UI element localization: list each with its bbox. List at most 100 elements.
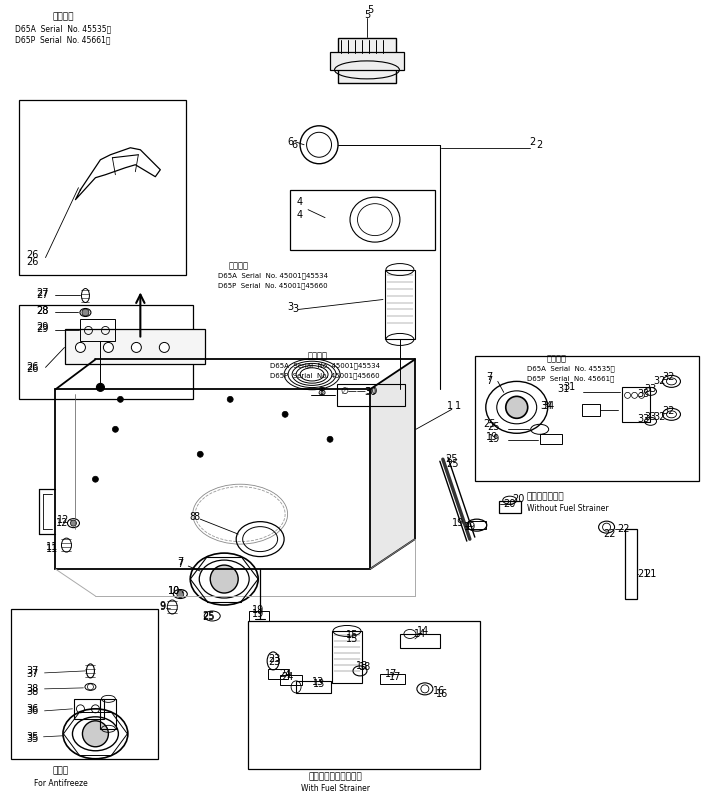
Text: 26: 26: [26, 364, 39, 374]
Circle shape: [227, 397, 233, 402]
Text: 30: 30: [364, 387, 376, 398]
Circle shape: [93, 476, 98, 483]
Text: 8: 8: [193, 512, 199, 522]
Bar: [290, 190, 435, 250]
Bar: [81, 320, 115, 341]
Text: 27: 27: [36, 289, 49, 300]
Bar: [66, 329, 205, 364]
Bar: [337, 384, 405, 406]
Text: 6: 6: [287, 137, 293, 147]
Text: 37: 37: [26, 666, 39, 676]
Text: 11: 11: [47, 544, 59, 554]
Text: D65P  Serial  No. 45661～: D65P Serial No. 45661～: [527, 375, 614, 382]
Bar: [248, 621, 480, 769]
Circle shape: [210, 565, 238, 593]
Text: D65A  Serial  No. 45535～: D65A Serial No. 45535～: [15, 24, 111, 33]
Text: 25: 25: [202, 612, 214, 622]
Bar: [539, 434, 561, 444]
Text: 2: 2: [537, 140, 543, 149]
Text: 34: 34: [542, 401, 555, 411]
Text: 適用号機: 適用号機: [52, 12, 74, 21]
Text: 3: 3: [292, 304, 298, 315]
Circle shape: [103, 343, 113, 352]
Text: 2: 2: [530, 137, 536, 147]
Bar: [385, 270, 415, 339]
Bar: [280, 675, 302, 684]
Circle shape: [506, 397, 527, 418]
Text: 4: 4: [297, 196, 303, 207]
Text: 8: 8: [189, 512, 195, 522]
Text: 38: 38: [26, 687, 39, 697]
Text: 7: 7: [486, 372, 493, 382]
Text: Without Fuel Strainer: Without Fuel Strainer: [527, 504, 608, 514]
Text: 1: 1: [455, 401, 461, 411]
Text: 33: 33: [638, 390, 650, 399]
Bar: [468, 522, 486, 529]
Text: 11: 11: [47, 542, 59, 552]
Text: 33: 33: [638, 414, 650, 425]
Text: 24: 24: [281, 672, 293, 682]
Text: ストレーナ無し: ストレーナ無し: [527, 492, 564, 501]
Text: 32: 32: [662, 406, 675, 417]
Text: 23: 23: [268, 654, 280, 664]
Text: 33: 33: [645, 413, 657, 422]
Text: 25: 25: [488, 422, 500, 432]
Text: 5: 5: [364, 10, 370, 20]
Circle shape: [76, 343, 86, 352]
Text: 15: 15: [346, 634, 358, 644]
Circle shape: [117, 397, 124, 402]
Text: 17: 17: [385, 669, 397, 679]
Text: 適用号機: 適用号機: [547, 355, 567, 363]
Bar: [268, 669, 288, 679]
Text: 8: 8: [317, 387, 323, 398]
Text: 1: 1: [447, 401, 453, 411]
Text: 19: 19: [452, 518, 464, 528]
Text: 適用号機: 適用号機: [308, 351, 328, 360]
Text: 26: 26: [26, 257, 39, 266]
Text: 20: 20: [513, 494, 525, 504]
Text: 19: 19: [488, 434, 500, 444]
Text: 不凍用: 不凍用: [52, 766, 69, 776]
Bar: [249, 611, 269, 621]
Text: 7: 7: [177, 557, 183, 567]
Text: 22: 22: [603, 529, 616, 539]
Text: フェエルストレーナ付: フェエルストレーナ付: [308, 773, 362, 781]
Text: 13: 13: [313, 679, 325, 689]
Text: 19: 19: [252, 605, 264, 615]
Text: 26: 26: [26, 250, 39, 260]
Text: With Fuel Strainer: With Fuel Strainer: [300, 784, 370, 793]
Text: 25: 25: [484, 419, 496, 429]
Text: 16: 16: [433, 686, 445, 696]
Text: 18: 18: [356, 661, 368, 671]
Text: 9: 9: [159, 602, 165, 612]
Text: 34: 34: [541, 401, 553, 411]
Text: 9: 9: [159, 601, 165, 611]
Text: 33: 33: [645, 384, 657, 394]
Bar: [400, 634, 440, 648]
Bar: [11, 609, 158, 758]
Text: 15: 15: [346, 630, 358, 640]
Bar: [475, 356, 699, 481]
Text: 26: 26: [26, 363, 39, 372]
Text: 17: 17: [389, 672, 401, 682]
Text: 19: 19: [252, 609, 264, 619]
Text: D65A  Serial  No. 45001～45534: D65A Serial No. 45001～45534: [270, 363, 380, 369]
Bar: [338, 38, 396, 83]
Text: 25: 25: [445, 454, 458, 464]
Bar: [330, 52, 404, 70]
Text: For Antifreeze: For Antifreeze: [34, 779, 88, 788]
Circle shape: [197, 452, 203, 457]
Text: 21: 21: [637, 569, 650, 579]
Text: 32: 32: [653, 376, 666, 386]
Text: 12: 12: [57, 518, 69, 528]
Text: 36: 36: [26, 704, 39, 714]
Text: 18: 18: [359, 662, 371, 672]
Text: 13: 13: [312, 677, 325, 687]
Text: 5: 5: [367, 5, 373, 15]
Polygon shape: [370, 359, 415, 569]
Text: 31: 31: [563, 382, 575, 393]
Text: 22: 22: [618, 524, 630, 534]
Text: 29: 29: [36, 324, 49, 335]
Text: 24: 24: [279, 669, 291, 679]
Text: D65P  Serial  No. 45661～: D65P Serial No. 45661～: [15, 35, 110, 44]
